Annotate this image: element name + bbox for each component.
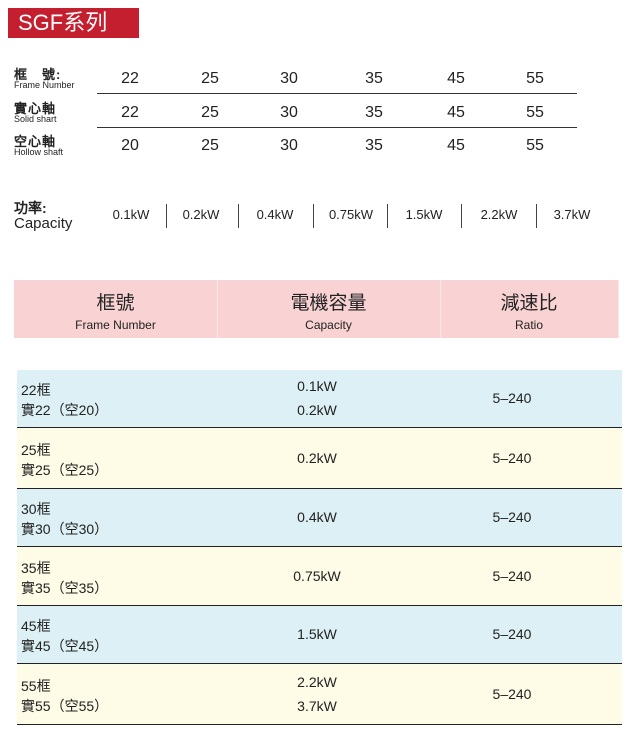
divider: [97, 127, 577, 128]
frame-number: 25框: [21, 441, 51, 458]
capacity-value: 3.7kW: [297, 697, 337, 714]
header-cell: 框號 Frame Number: [14, 280, 218, 338]
header-cell: 減速比 Ratio: [440, 280, 619, 338]
table-row: 22框實22（空20） 0.1kW 0.2kW 5–240: [17, 370, 622, 428]
capacity-value: 0.4kW: [297, 509, 337, 525]
capacity-value: 1.5kW: [405, 207, 443, 222]
spec-value: 30: [280, 70, 298, 87]
capacity-value: 0.75kW: [328, 207, 374, 222]
frame-number: 45框: [21, 618, 51, 634]
spec-label-zh: 框 號:: [14, 67, 62, 82]
capacity-value: 3.7kW: [553, 207, 591, 222]
spec-value: 55: [526, 70, 544, 87]
table-row: 55框實55（空55） 2.2kW 3.7kW 5–240: [17, 664, 622, 725]
spec-value: 30: [280, 104, 298, 121]
ratio-value: 5–240: [492, 567, 532, 584]
spec-label-en: Frame Number: [14, 80, 75, 90]
shaft-size: 實30（空30）: [21, 521, 109, 537]
ratio-value: 5–240: [492, 390, 532, 406]
table-header: 框號 Frame Number 電機容量 Capacity 減速比 Ratio: [14, 280, 619, 338]
capacity-label-zh: 功率:: [14, 200, 47, 216]
capacity-value: 0.2kW: [297, 402, 337, 418]
capacity-value: 1.5kW: [297, 626, 337, 642]
spec-value: 25: [201, 70, 219, 87]
separator: [387, 204, 388, 228]
series-title: SGF系列: [8, 8, 139, 38]
spec-value: 45: [447, 70, 465, 87]
header-zh: 電機容量: [290, 293, 367, 314]
header-en: Ratio: [514, 318, 543, 332]
capacity-label-en: Capacity: [14, 215, 73, 232]
frame-number: 35框: [21, 559, 51, 576]
table-row: 45框實45（空45） 1.5kW 5–240: [17, 606, 622, 664]
spec-value: 35: [365, 104, 383, 121]
spec-value: 45: [447, 104, 465, 121]
shaft-size: 實25（空25）: [21, 461, 109, 478]
capacity-value: 0.1kW: [297, 378, 337, 394]
table-row: 25框實25（空25） 0.2kW 5–240: [17, 428, 622, 489]
spec-label-zh: 實心軸: [14, 101, 57, 116]
divider: [97, 93, 577, 94]
spec-value: 35: [365, 137, 383, 154]
capacity-value: 0.75kW: [293, 567, 341, 584]
header-en: Frame Number: [75, 318, 156, 332]
ratio-value: 5–240: [492, 509, 532, 525]
header-en: Capacity: [305, 318, 352, 332]
spec-value: 30: [280, 137, 298, 154]
shaft-size: 實22（空20）: [21, 402, 109, 418]
spec-value: 22: [121, 104, 139, 121]
ratio-value: 5–240: [492, 685, 532, 702]
separator: [313, 204, 314, 228]
ratio-value: 5–240: [492, 449, 532, 466]
spec-value: 35: [365, 70, 383, 87]
spec-label-en: Hollow shaft: [14, 147, 64, 157]
spec-value: 25: [201, 104, 219, 121]
separator: [461, 204, 462, 228]
header-cell: 電機容量 Capacity: [217, 280, 441, 338]
frame-number: 55框: [21, 677, 51, 694]
capacity-value: 2.2kW: [297, 673, 337, 690]
capacity-value: 0.2kW: [182, 207, 220, 222]
frame-number: 22框: [21, 382, 51, 398]
spec-value: 25: [201, 137, 219, 154]
shaft-size: 實45（空45）: [21, 638, 109, 654]
header-zh: 框號: [96, 293, 135, 314]
spec-value: 20: [121, 137, 139, 154]
separator: [536, 204, 537, 228]
ratio-value: 5–240: [492, 626, 532, 642]
spec-label-zh: 空心軸: [14, 134, 57, 149]
capacity-value: 0.1kW: [112, 207, 150, 222]
shaft-size: 實35（空35）: [21, 579, 109, 596]
table-row: 30框實30（空30） 0.4kW 5–240: [17, 489, 622, 547]
shaft-size: 實55（空55）: [21, 697, 109, 714]
spec-value: 22: [121, 70, 139, 87]
spec-value: 55: [526, 104, 544, 121]
capacity-value: 0.4kW: [256, 207, 294, 222]
header-zh: 減速比: [500, 293, 558, 314]
separator: [238, 204, 239, 228]
table-row: 35框實35（空35） 0.75kW 5–240: [17, 547, 622, 606]
capacity-value: 0.2kW: [297, 449, 337, 466]
spec-label-en: Solid shart: [14, 114, 57, 124]
spec-value: 55: [526, 137, 544, 154]
spec-value: 45: [447, 137, 465, 154]
frame-number: 30框: [21, 501, 51, 517]
capacity-value: 2.2kW: [480, 207, 518, 222]
separator: [166, 204, 167, 228]
